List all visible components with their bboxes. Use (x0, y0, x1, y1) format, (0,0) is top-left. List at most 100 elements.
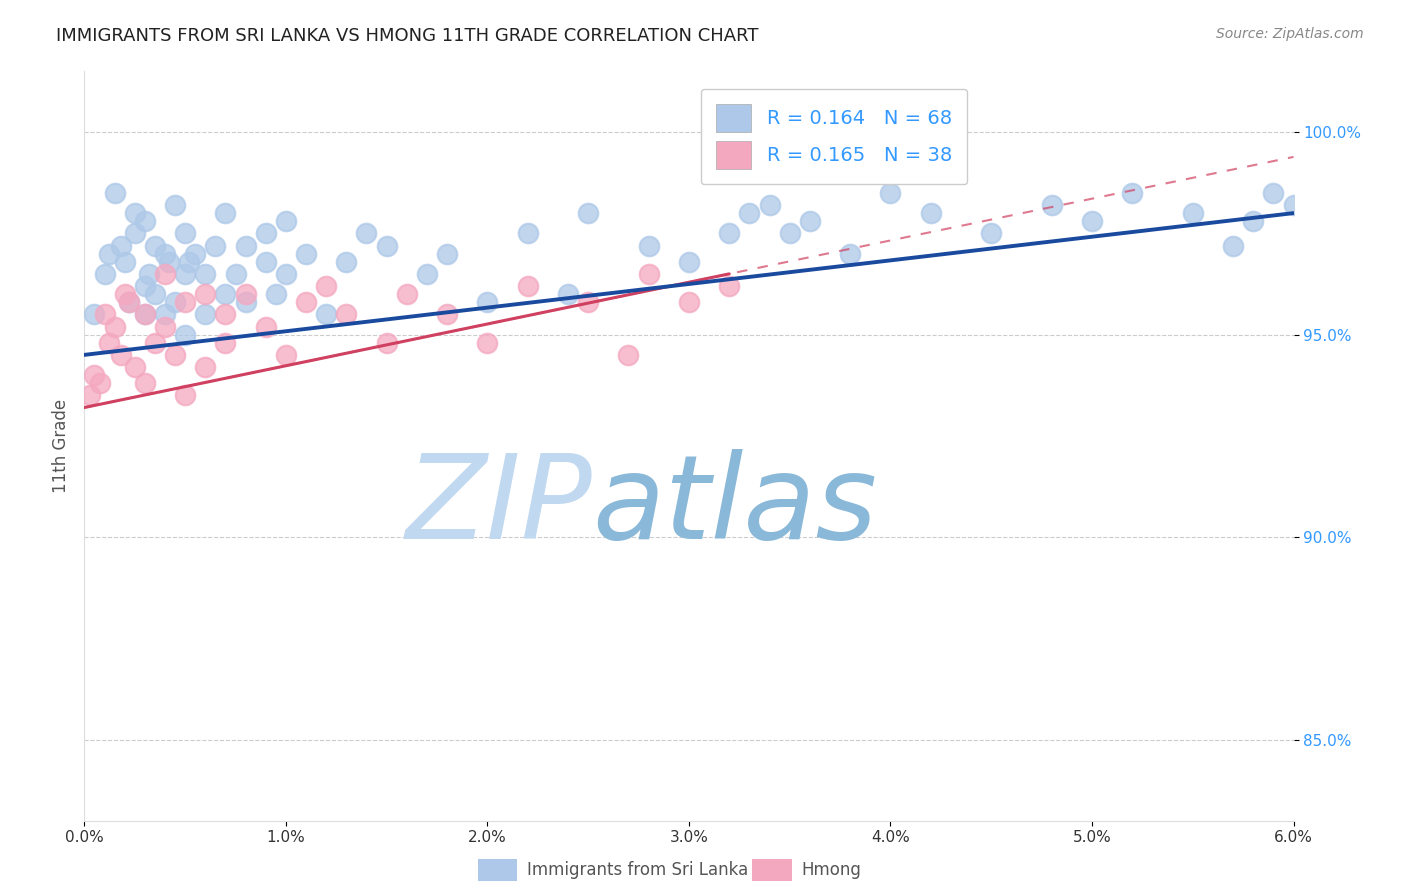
Point (315, 307, 337, 321)
Point (718, 227, 741, 241)
Point (335, 254, 357, 268)
Point (235, 287, 257, 301)
Point (134, 307, 156, 321)
Point (395, 287, 418, 301)
Point (104, 319, 127, 334)
Point (254, 319, 277, 334)
Point (174, 388, 197, 402)
Point (235, 238, 257, 252)
Point (678, 295, 700, 310)
Point (194, 287, 217, 301)
Point (143, 335, 166, 350)
Point (110, 238, 132, 252)
Point (295, 246, 318, 260)
Point (157, 254, 180, 268)
Point (118, 295, 141, 310)
Point (295, 295, 318, 310)
Point (174, 295, 197, 310)
Point (114, 254, 136, 268)
Point (134, 307, 156, 321)
Point (225, 267, 247, 281)
Text: Hmong: Hmong (801, 861, 862, 879)
Point (637, 238, 659, 252)
Point (1040, 198, 1063, 212)
Point (375, 238, 398, 252)
Point (104, 186, 127, 200)
Point (124, 227, 146, 241)
Point (179, 254, 201, 268)
Point (134, 214, 156, 228)
Point (1282, 198, 1305, 212)
Point (143, 287, 166, 301)
Point (134, 279, 156, 293)
Point (83, 307, 105, 321)
Text: atlas: atlas (592, 449, 877, 563)
Point (779, 227, 801, 241)
Point (110, 348, 132, 362)
Point (477, 295, 499, 310)
Point (153, 319, 176, 334)
Point (617, 348, 640, 362)
Point (1121, 186, 1143, 200)
Point (678, 254, 700, 268)
Point (153, 267, 176, 281)
Point (235, 295, 257, 310)
Point (920, 206, 942, 220)
Point (477, 335, 499, 350)
Text: Source: ZipAtlas.com: Source: ZipAtlas.com (1216, 27, 1364, 41)
Point (165, 348, 187, 362)
Point (1222, 238, 1244, 252)
Text: Immigrants from Sri Lanka: Immigrants from Sri Lanka (527, 861, 748, 879)
Point (879, 186, 901, 200)
Point (758, 198, 780, 212)
Point (356, 227, 378, 241)
Point (264, 287, 287, 301)
Legend: R = 0.164   N = 68, R = 0.165   N = 38: R = 0.164 N = 68, R = 0.165 N = 38 (700, 88, 967, 185)
Point (97, 246, 120, 260)
Point (97, 335, 120, 350)
Point (799, 214, 821, 228)
Point (637, 267, 659, 281)
Point (214, 307, 236, 321)
Point (153, 307, 176, 321)
Point (83, 368, 105, 383)
Point (174, 227, 197, 241)
Point (118, 295, 141, 310)
Point (274, 348, 297, 362)
Point (738, 206, 761, 220)
Point (214, 206, 236, 220)
Text: IMMIGRANTS FROM SRI LANKA VS HMONG 11TH GRADE CORRELATION CHART: IMMIGRANTS FROM SRI LANKA VS HMONG 11TH … (56, 27, 759, 45)
Point (274, 214, 297, 228)
Point (93, 267, 115, 281)
Point (194, 267, 217, 281)
Point (516, 279, 538, 293)
Point (124, 359, 146, 374)
Point (204, 238, 226, 252)
Point (194, 307, 217, 321)
Point (174, 327, 197, 342)
Point (114, 287, 136, 301)
Point (214, 335, 236, 350)
Point (416, 267, 439, 281)
Point (335, 307, 357, 321)
Point (576, 206, 599, 220)
Point (165, 198, 187, 212)
Point (153, 246, 176, 260)
Point (134, 376, 156, 391)
Point (138, 267, 160, 281)
Point (124, 206, 146, 220)
Point (315, 279, 337, 293)
Point (143, 238, 166, 252)
Point (165, 295, 187, 310)
Point (557, 287, 579, 301)
Y-axis label: 11th Grade: 11th Grade (52, 399, 70, 493)
Point (214, 287, 236, 301)
Point (1081, 214, 1104, 228)
Point (375, 335, 398, 350)
Point (1181, 206, 1204, 220)
Point (254, 227, 277, 241)
Point (718, 279, 741, 293)
Point (79, 388, 101, 402)
Point (194, 359, 217, 374)
Point (184, 246, 207, 260)
